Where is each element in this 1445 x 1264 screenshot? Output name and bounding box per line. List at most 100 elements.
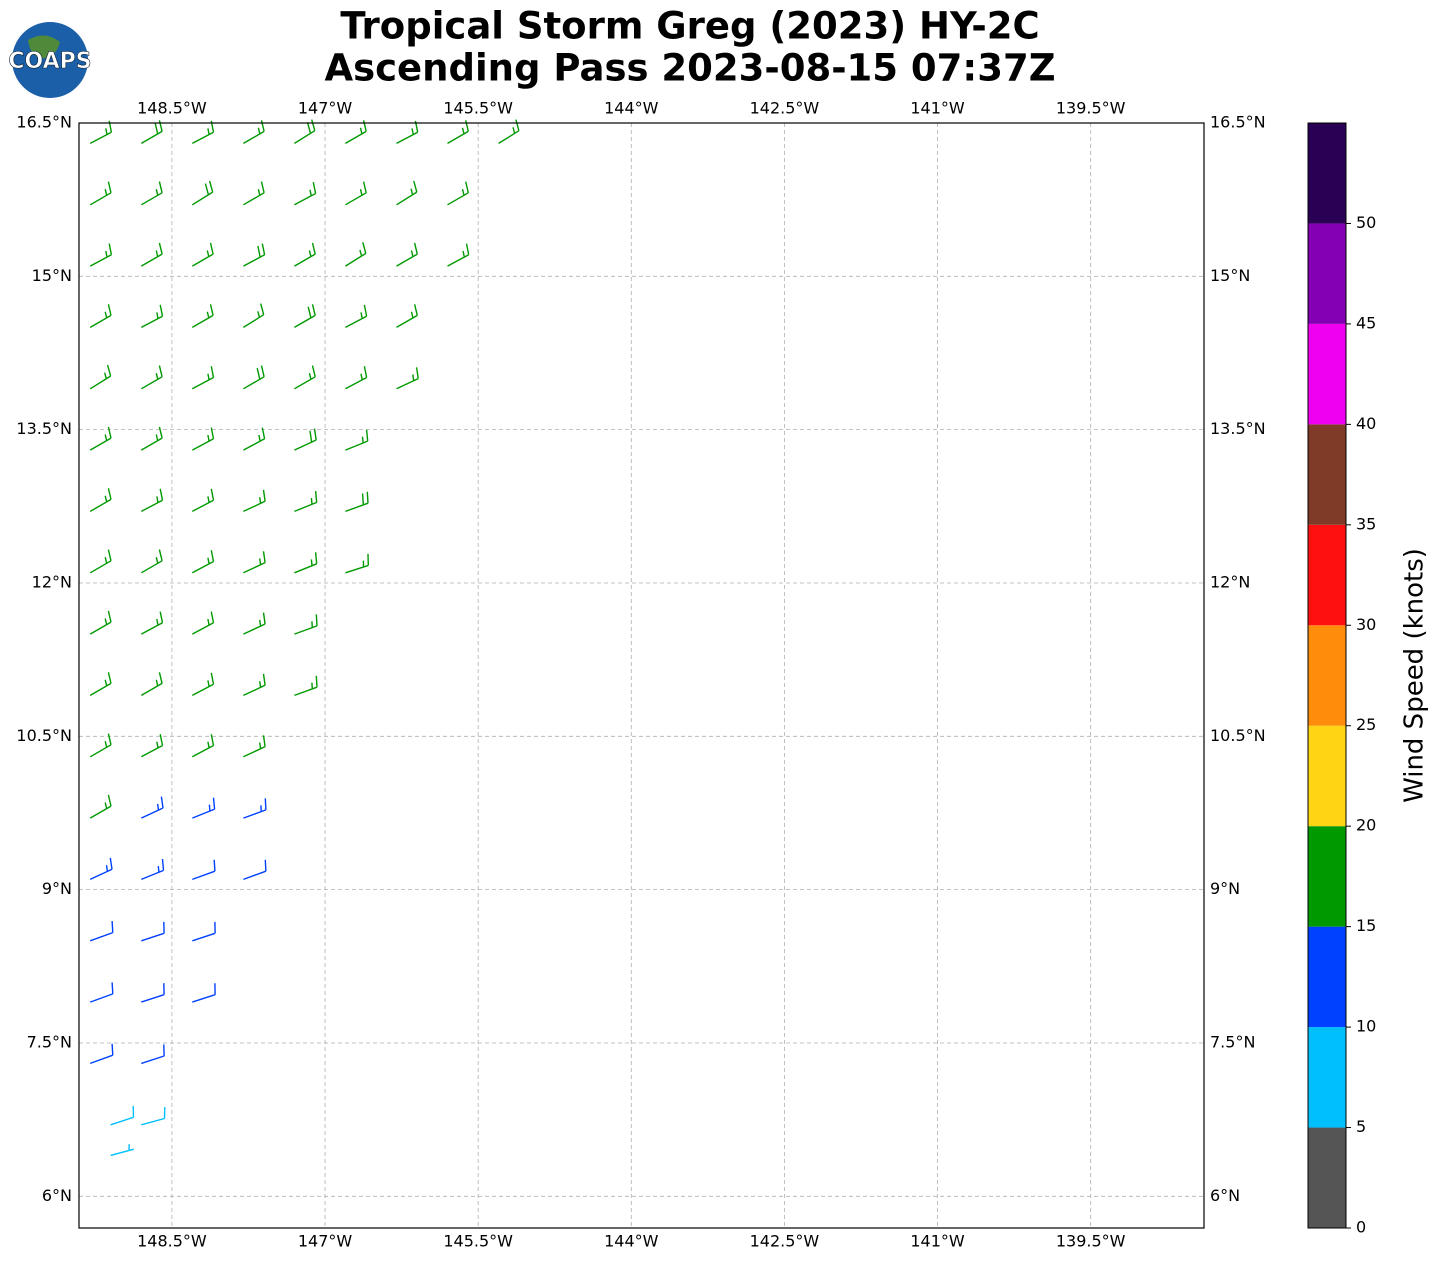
wind-barb xyxy=(191,611,215,635)
wind-barb xyxy=(243,489,266,513)
wind-barb xyxy=(294,119,316,144)
wind-barb xyxy=(294,365,316,390)
chart-subtitle: Ascending Pass 2023-08-15 07:37Z xyxy=(324,47,1055,90)
colorbar-segment xyxy=(1308,223,1346,324)
wind-barb xyxy=(192,983,216,1003)
colorbar-segment xyxy=(1308,625,1346,726)
colorbar-segment xyxy=(1308,123,1346,224)
wind-barb xyxy=(447,120,469,145)
wind-barb xyxy=(294,614,318,635)
y-tick-label: 12°N xyxy=(1210,572,1250,591)
wind-barb xyxy=(243,243,266,267)
x-tick-label: 148.5°W xyxy=(137,1232,207,1251)
y-tick-label: 15°N xyxy=(32,266,72,285)
wind-barb xyxy=(243,427,266,451)
colorbar-segment xyxy=(1308,725,1346,827)
wind-barb xyxy=(140,242,163,267)
wind-barb xyxy=(89,610,112,635)
x-tick-label: 141°W xyxy=(910,1232,965,1251)
colorbar-label: Wind Speed (knots) xyxy=(1400,548,1430,803)
wind-barb xyxy=(110,1105,135,1126)
wind-barb xyxy=(141,921,165,942)
colorbar-segment xyxy=(1308,926,1346,1028)
wind-barb xyxy=(191,734,215,758)
wind-barb xyxy=(243,859,267,881)
colorbar-tick-label: 25 xyxy=(1356,715,1376,734)
wind-barb xyxy=(243,551,266,574)
colorbar-segment xyxy=(1308,524,1346,626)
wind-barb xyxy=(345,304,368,329)
wind-barb xyxy=(243,181,265,206)
wind-barb xyxy=(89,1043,114,1065)
wind-barb xyxy=(140,304,164,329)
wind-barb xyxy=(447,243,470,267)
y-tick-label: 10.5°N xyxy=(1210,726,1266,745)
plot-area xyxy=(79,119,1204,1228)
wind-barb xyxy=(345,242,367,267)
wind-barb xyxy=(294,182,317,206)
x-tick-label: 139.5°W xyxy=(1056,1232,1126,1251)
colorbar-tick-label: 40 xyxy=(1356,414,1376,433)
wind-barb xyxy=(141,1107,166,1126)
wind-barb xyxy=(140,181,163,206)
colorbar-segment xyxy=(1308,424,1346,525)
logo-text: COAPS xyxy=(8,49,91,74)
wind-barb xyxy=(89,857,113,881)
wind-barb xyxy=(345,429,369,451)
colorbar-segment xyxy=(1308,826,1346,927)
colorbar-tick-label: 20 xyxy=(1356,816,1376,835)
x-tick-label: 144°W xyxy=(604,1232,659,1251)
wind-barb xyxy=(89,364,112,390)
y-tick-label: 16.5°N xyxy=(16,113,72,132)
y-tick-label: 6°N xyxy=(42,1186,72,1205)
wind-barb xyxy=(243,735,266,758)
colorbar-segment xyxy=(1308,1027,1346,1128)
wind-barb xyxy=(191,120,215,145)
wind-barb xyxy=(141,983,165,1003)
x-tick-label: 142.5°W xyxy=(750,99,820,118)
wind-barb xyxy=(89,672,112,697)
wind-barb xyxy=(345,181,367,206)
wind-barb xyxy=(140,549,163,574)
wind-barb xyxy=(140,672,163,697)
x-tick-label: 148.5°W xyxy=(137,99,207,118)
wind-barb xyxy=(243,798,267,819)
colorbar-frame xyxy=(1307,122,1347,1229)
wind-barb xyxy=(294,675,318,697)
wind-barb xyxy=(191,180,214,206)
wind-barb xyxy=(89,426,112,451)
wind-barb xyxy=(243,365,265,390)
wind-barb xyxy=(89,488,112,513)
wind-barb xyxy=(498,119,520,144)
wind-barb xyxy=(89,549,112,574)
wind-barb xyxy=(243,612,266,635)
wind-barb xyxy=(140,426,163,451)
x-tick-label: 145.5°W xyxy=(443,1232,513,1251)
wind-barb xyxy=(294,242,316,267)
wind-barb xyxy=(345,120,367,145)
wind-barb xyxy=(396,367,419,390)
colorbar-tick-label: 30 xyxy=(1356,615,1376,634)
wind-barb xyxy=(89,243,113,267)
wind-barb xyxy=(294,428,317,451)
wind-barb xyxy=(110,1144,134,1157)
y-tick-label: 9°N xyxy=(1210,879,1240,898)
colorbar-tick-label: 35 xyxy=(1356,514,1376,533)
wind-barb xyxy=(89,921,114,942)
y-tick-label: 7.5°N xyxy=(1210,1032,1255,1051)
logo-land xyxy=(28,35,60,59)
colorbar-segment xyxy=(1308,323,1346,425)
wind-barb xyxy=(89,120,113,145)
wind-barb xyxy=(89,304,112,329)
wind-barb xyxy=(345,553,369,574)
x-tick-label: 147°W xyxy=(298,99,353,118)
wind-barb xyxy=(345,491,369,513)
wind-barb xyxy=(396,304,418,329)
x-tick-label: 145.5°W xyxy=(443,99,513,118)
wind-barb xyxy=(140,120,163,145)
wind-barb xyxy=(141,858,165,881)
wind-barb xyxy=(191,672,215,697)
wind-barb xyxy=(89,982,114,1003)
wind-barb xyxy=(141,1044,165,1065)
